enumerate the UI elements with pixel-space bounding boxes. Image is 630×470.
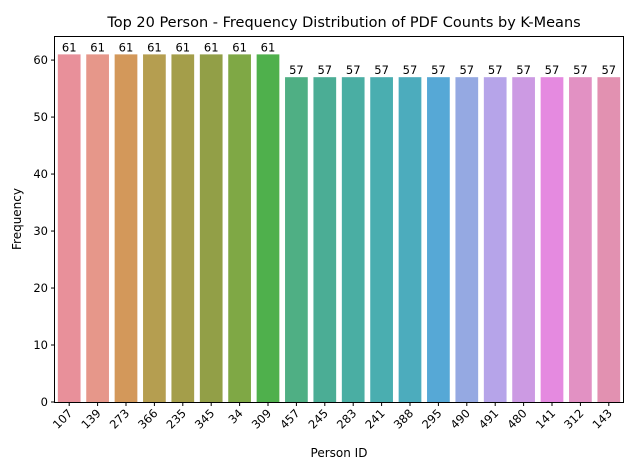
x-tick-label-457: 457 — [277, 406, 302, 431]
bar-34 — [228, 54, 251, 402]
data-label-309: 61 — [261, 40, 276, 54]
bar-345 — [199, 54, 223, 402]
y-axis-ticks: 0 10 20 30 40 50 60 — [33, 53, 55, 409]
x-tick-label-235: 235 — [163, 406, 188, 431]
x-tick-label-366: 366 — [135, 406, 160, 431]
x-tick-label-388: 388 — [391, 406, 416, 431]
y-tick-label-50: 50 — [33, 110, 48, 124]
bar-143 — [597, 77, 621, 403]
data-label-283: 57 — [346, 63, 361, 77]
x-tick-label-139: 139 — [78, 406, 103, 431]
data-label-491: 57 — [488, 63, 503, 77]
data-label-241: 57 — [374, 63, 389, 77]
y-tick-label-0: 0 — [41, 395, 48, 409]
data-label-235: 61 — [175, 40, 190, 54]
bar-283 — [341, 77, 365, 403]
bar-139 — [86, 54, 109, 402]
x-axis-ticks: 107 139 273 366 235 345 34 309 457 245 283 241 388 29… — [50, 402, 615, 432]
bar-388 — [398, 77, 422, 403]
y-tick-label-10: 10 — [33, 338, 48, 352]
x-tick-label-143: 143 — [589, 406, 614, 431]
y-axis-label: Frequency — [10, 188, 24, 250]
bar-480 — [512, 77, 535, 403]
x-tick-label-295: 295 — [419, 406, 444, 431]
data-label-457: 57 — [289, 63, 304, 77]
bar-235 — [171, 54, 195, 402]
x-tick-label-107: 107 — [50, 406, 75, 431]
bars — [57, 54, 621, 403]
x-axis-label: Person ID — [311, 446, 368, 460]
chart-title: Top 20 Person - Frequency Distribution o… — [106, 15, 580, 31]
x-tick-label-245: 245 — [305, 406, 330, 431]
y-tick-label-30: 30 — [33, 224, 48, 238]
x-tick-label-312: 312 — [561, 406, 586, 431]
x-tick-label-491: 491 — [476, 406, 501, 431]
bar-273 — [114, 54, 138, 402]
bar-490 — [455, 77, 479, 403]
x-tick-label-273: 273 — [107, 406, 132, 431]
data-label-366: 61 — [147, 40, 162, 54]
data-label-388: 57 — [403, 63, 418, 77]
bar-295 — [427, 77, 450, 403]
data-label-312: 57 — [573, 63, 588, 77]
data-label-490: 57 — [459, 63, 474, 77]
bar-107 — [57, 54, 81, 402]
bar-491 — [483, 77, 507, 403]
bar-457 — [285, 77, 308, 403]
data-label-143: 57 — [601, 63, 616, 77]
data-labels: 61 61 61 61 61 61 61 61 57 57 57 57 57 57 57 57 57 57 57 57 — [62, 40, 616, 77]
x-tick-label-345: 345 — [192, 406, 217, 431]
y-tick-label-20: 20 — [33, 281, 48, 295]
bar-245 — [313, 77, 337, 403]
y-tick-label-40: 40 — [33, 167, 48, 181]
data-label-345: 61 — [204, 40, 219, 54]
data-label-139: 61 — [90, 40, 105, 54]
x-tick-label-283: 283 — [334, 406, 359, 431]
bar-241 — [370, 77, 393, 403]
bar-312 — [569, 77, 592, 403]
data-label-480: 57 — [516, 63, 531, 77]
data-label-107: 61 — [62, 40, 77, 54]
data-label-273: 61 — [119, 40, 134, 54]
plot-frame — [54, 36, 624, 403]
x-tick-label-309: 309 — [249, 406, 274, 431]
data-label-245: 57 — [317, 63, 332, 77]
data-label-34: 61 — [232, 40, 247, 54]
bar-309 — [256, 54, 280, 402]
x-tick-label-241: 241 — [362, 406, 387, 431]
x-tick-label-490: 490 — [447, 406, 472, 431]
x-tick-label-141: 141 — [533, 406, 558, 431]
x-tick-label-34: 34 — [225, 406, 245, 426]
bar-366 — [143, 54, 166, 402]
x-tick-label-480: 480 — [504, 406, 529, 431]
bar-141 — [540, 77, 564, 403]
y-tick-label-60: 60 — [33, 53, 48, 67]
data-label-295: 57 — [431, 63, 446, 77]
data-label-141: 57 — [545, 63, 560, 77]
